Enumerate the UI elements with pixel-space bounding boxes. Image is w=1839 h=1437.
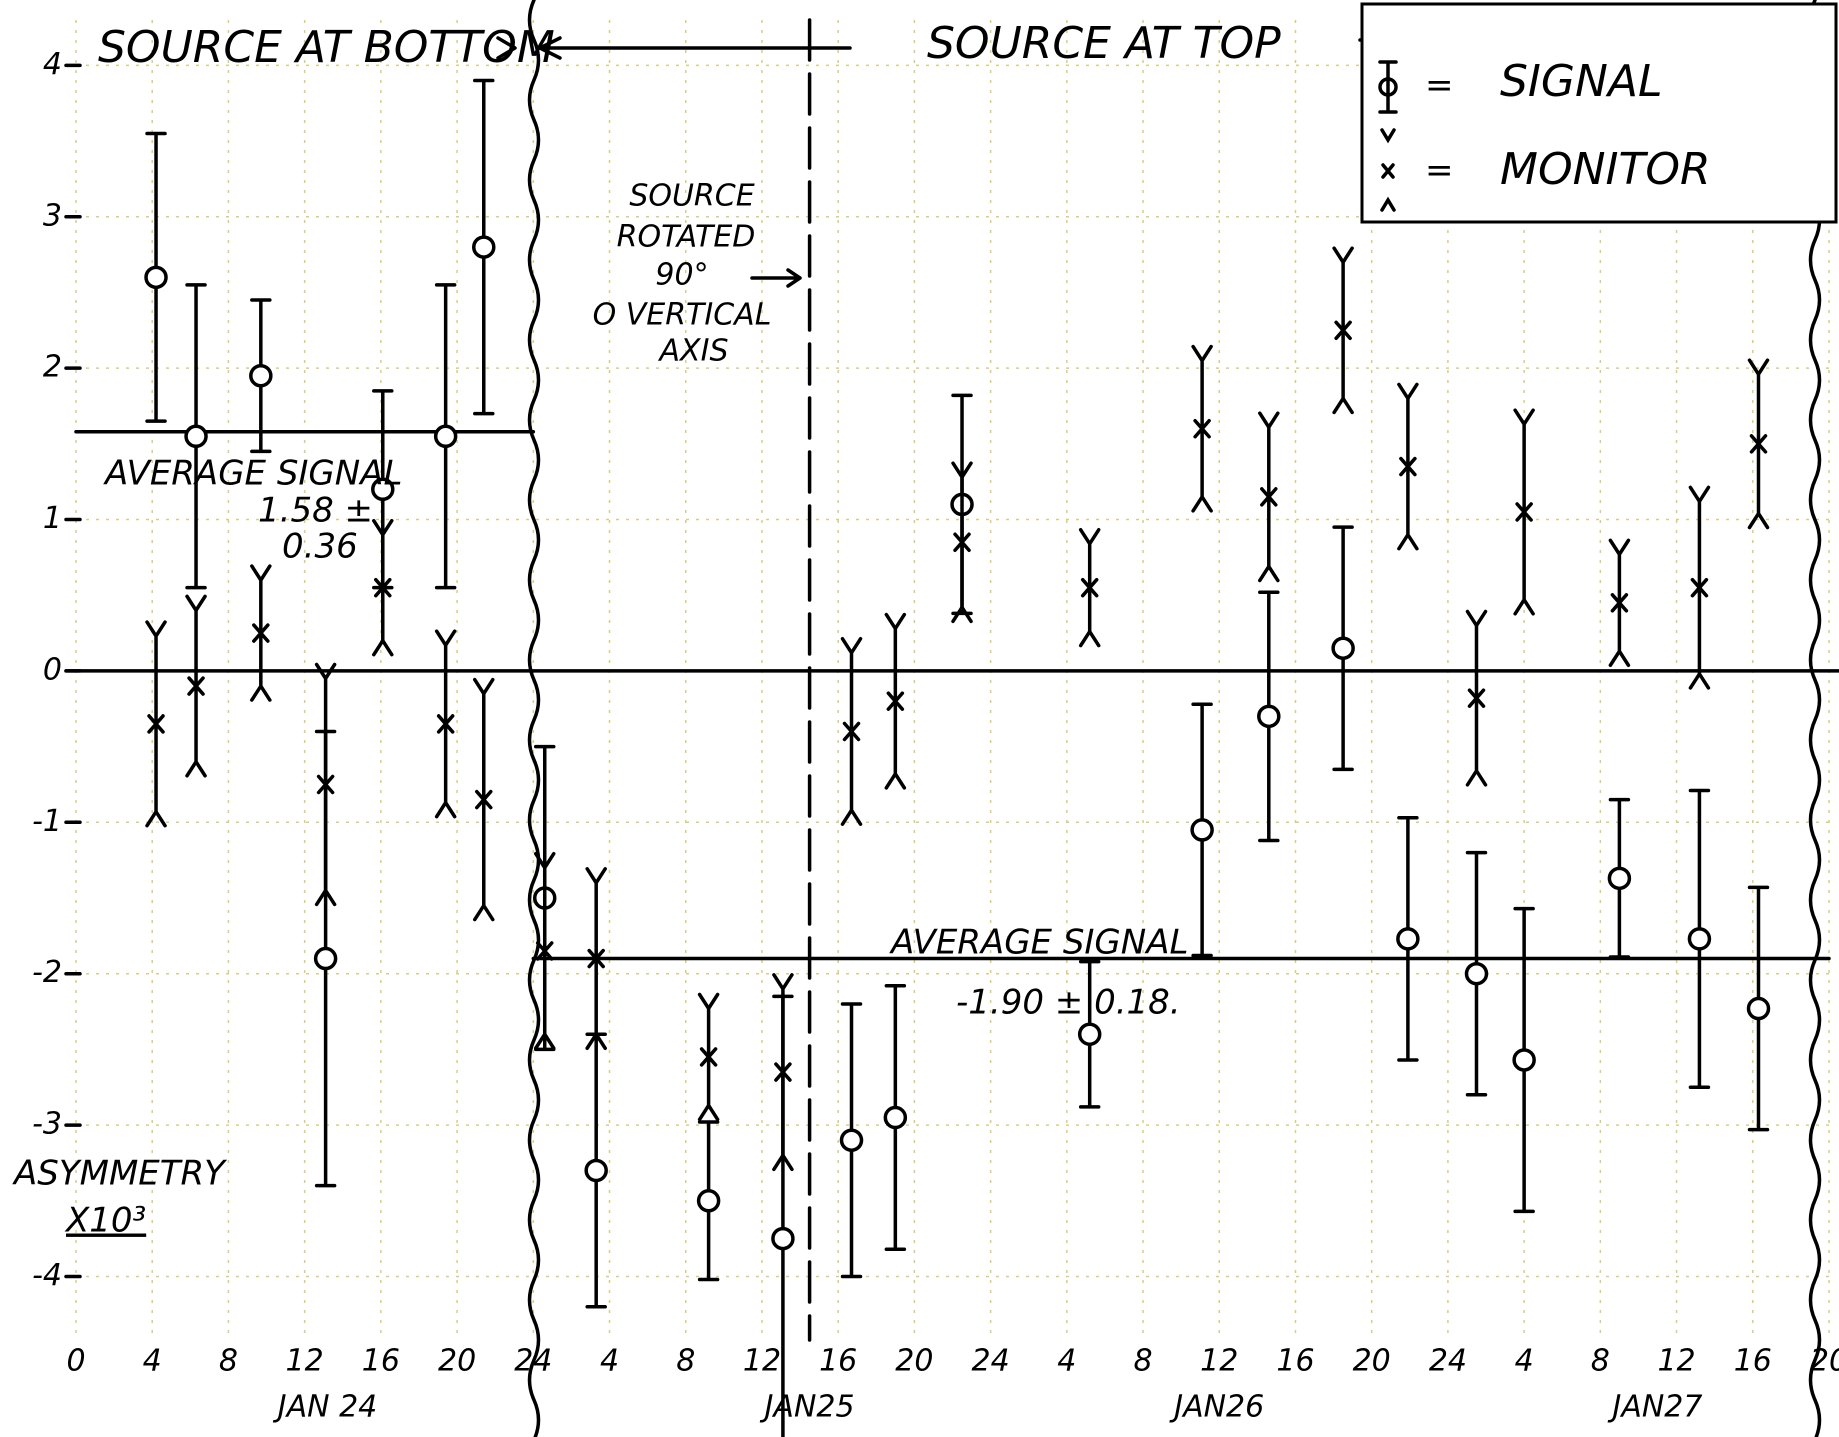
y-tick-label: -4 [32, 1258, 62, 1293]
note-line: ROTATED [617, 220, 756, 255]
y-tick-label: 2 [43, 350, 62, 385]
y-tick-label: 1 [43, 501, 62, 536]
x-tick-label: 20 [895, 1344, 933, 1379]
date-label: JAN25 [760, 1390, 855, 1425]
signal-point [699, 1191, 719, 1211]
signal-point [586, 1160, 606, 1180]
signal-point [1192, 820, 1212, 840]
legend: = SIGNAL = MONITOR [1362, 4, 1836, 222]
x-tick-label: 4 [1515, 1344, 1534, 1379]
date-label: JAN27 [1608, 1390, 1703, 1425]
x-tick-label: 24 [1429, 1344, 1467, 1379]
region-label: SOURCE AT TOP [927, 18, 1281, 69]
x-tick-label: 12 [286, 1344, 324, 1379]
signal-point [1080, 1024, 1100, 1044]
x-tick-label: 24 [972, 1344, 1010, 1379]
signal-point [474, 237, 494, 257]
x-tick-label: 12 [1200, 1344, 1238, 1379]
region-label: SOURCE AT BOTTOM [98, 22, 555, 73]
x-tick-label: 24 [514, 1344, 552, 1379]
note-line: SOURCE [629, 179, 754, 214]
legend-entry: SIGNAL [1500, 56, 1663, 107]
signal-point [1514, 1050, 1534, 1070]
y-tick-label: 4 [43, 47, 62, 82]
x-tick-label: 20 [1810, 1344, 1839, 1379]
date-label: JAN 24 [273, 1390, 378, 1425]
signal-point [1259, 706, 1279, 726]
date-label: JAN26 [1169, 1390, 1264, 1425]
x-tick-label: 12 [743, 1344, 781, 1379]
chart: SOURCE AT BOTTOM SOURCE AT TOP = SIGNAL … [0, 0, 1839, 1437]
y-tick-label: 3 [43, 198, 62, 233]
y-tick-label: 0 [43, 652, 62, 687]
note-line: AXIS [658, 334, 729, 369]
average-value: 0.36 [282, 527, 358, 567]
legend-sep: = [1425, 66, 1454, 106]
y-tick-label: -2 [32, 955, 62, 990]
x-tick-label: 16 [819, 1344, 857, 1379]
legend-entry: MONITOR [1500, 144, 1711, 195]
signal-point [1398, 929, 1418, 949]
average-label: AVERAGE SIGNAL [103, 454, 402, 494]
signal-point [251, 366, 271, 386]
x-tick-label: 4 [143, 1344, 162, 1379]
signal-point [1333, 638, 1353, 658]
average-value: 1.58 ± [258, 491, 373, 531]
y-axis-label: ASYMMETRY [12, 1154, 227, 1194]
signal-point [1466, 964, 1486, 984]
average-value: -1.90 ± 0.18. [956, 983, 1181, 1023]
signal-point [885, 1108, 905, 1128]
signal-point [316, 949, 336, 969]
x-tick-label: 20 [438, 1344, 476, 1379]
signal-point [1748, 999, 1768, 1019]
x-tick-label: 16 [1276, 1344, 1314, 1379]
note-line: 90° [655, 258, 708, 293]
x-tick-label: 8 [219, 1344, 238, 1379]
x-tick-label: 8 [676, 1344, 695, 1379]
x-tick-label: 20 [1353, 1344, 1391, 1379]
signal-point [1689, 929, 1709, 949]
legend-sep: = [1425, 151, 1454, 191]
signal-point [1609, 868, 1629, 888]
y-axis-label: X10³ [64, 1201, 146, 1241]
signal-point [146, 267, 166, 287]
x-tick-label: 8 [1133, 1344, 1152, 1379]
x-tick-label: 16 [1734, 1344, 1772, 1379]
note-line: O VERTICAL [593, 298, 772, 333]
x-tick-label: 0 [66, 1344, 85, 1379]
signal-point [186, 426, 206, 446]
x-tick-label: 8 [1591, 1344, 1610, 1379]
signal-point [436, 426, 456, 446]
y-tick-label: -3 [32, 1107, 62, 1142]
x-tick-label: 4 [600, 1344, 619, 1379]
signal-point [773, 1229, 793, 1249]
average-label: AVERAGE SIGNAL [889, 923, 1188, 963]
signal-point [842, 1130, 862, 1150]
x-tick-label: 16 [362, 1344, 400, 1379]
x-tick-label: 12 [1657, 1344, 1695, 1379]
y-tick-label: -1 [32, 804, 62, 839]
x-tick-label: 4 [1057, 1344, 1076, 1379]
